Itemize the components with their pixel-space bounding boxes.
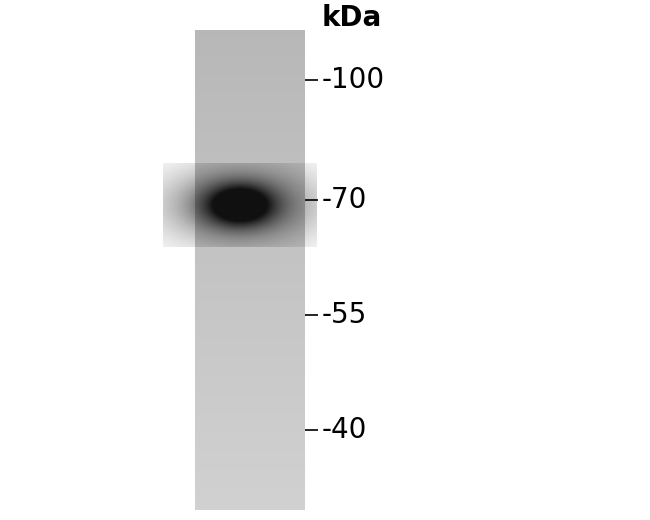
- Text: -70: -70: [322, 186, 367, 214]
- Text: -55: -55: [322, 301, 367, 329]
- Text: kDa: kDa: [322, 4, 382, 32]
- Text: -100: -100: [322, 66, 385, 94]
- Text: -40: -40: [322, 416, 367, 444]
